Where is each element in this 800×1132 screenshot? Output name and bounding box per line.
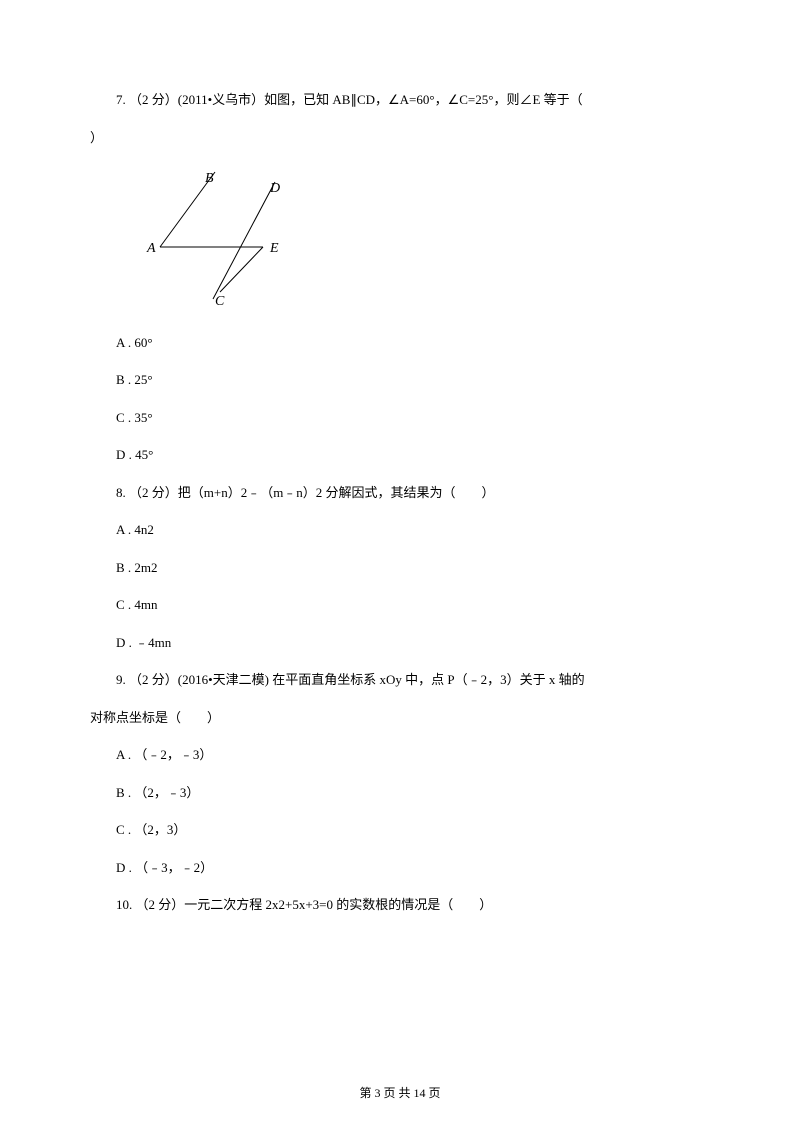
question-7-close: ） xyxy=(90,128,710,148)
label-C: C xyxy=(215,294,225,307)
q9-option-d: D . （﹣3，﹣2） xyxy=(90,858,710,878)
question-8-text: 8. （2 分）把（m+n）2﹣（m﹣n）2 分解因式，其结果为（ ） xyxy=(90,483,710,503)
page-container: 7. （2 分）(2011•义乌市）如图，已知 AB∥CD，∠A=60°，∠C=… xyxy=(0,0,800,1132)
q7-option-c: C . 35° xyxy=(90,408,710,428)
q8-option-b: B . 2m2 xyxy=(90,558,710,578)
q8-option-c: C . 4mn xyxy=(90,595,710,615)
label-A: A xyxy=(146,241,156,256)
question-9-text2: 对称点坐标是（ ） xyxy=(90,708,710,728)
label-D: D xyxy=(269,181,280,196)
geometry-diagram: A B C D E xyxy=(135,167,315,307)
question-9-text: 9. （2 分）(2016•天津二模) 在平面直角坐标系 xOy 中，点 P（﹣… xyxy=(90,670,710,690)
label-E: E xyxy=(269,241,279,256)
q8-option-a: A . 4n2 xyxy=(90,520,710,540)
q9-option-b: B . （2，﹣3） xyxy=(90,783,710,803)
q9-option-c: C . （2，3） xyxy=(90,820,710,840)
label-B: B xyxy=(205,171,214,186)
q7-option-b: B . 25° xyxy=(90,370,710,390)
q9-option-a: A . （﹣2，﹣3） xyxy=(90,745,710,765)
page-footer: 第 3 页 共 14 页 xyxy=(0,1084,800,1102)
question-7-text: 7. （2 分）(2011•义乌市）如图，已知 AB∥CD，∠A=60°，∠C=… xyxy=(90,90,710,110)
question-7-diagram: A B C D E xyxy=(135,167,710,313)
q7-option-a: A . 60° xyxy=(90,333,710,353)
q7-option-d: D . 45° xyxy=(90,445,710,465)
question-10-text: 10. （2 分）一元二次方程 2x2+5x+3=0 的实数根的情况是（ ） xyxy=(90,895,710,915)
q8-option-d: D . ﹣4mn xyxy=(90,633,710,653)
